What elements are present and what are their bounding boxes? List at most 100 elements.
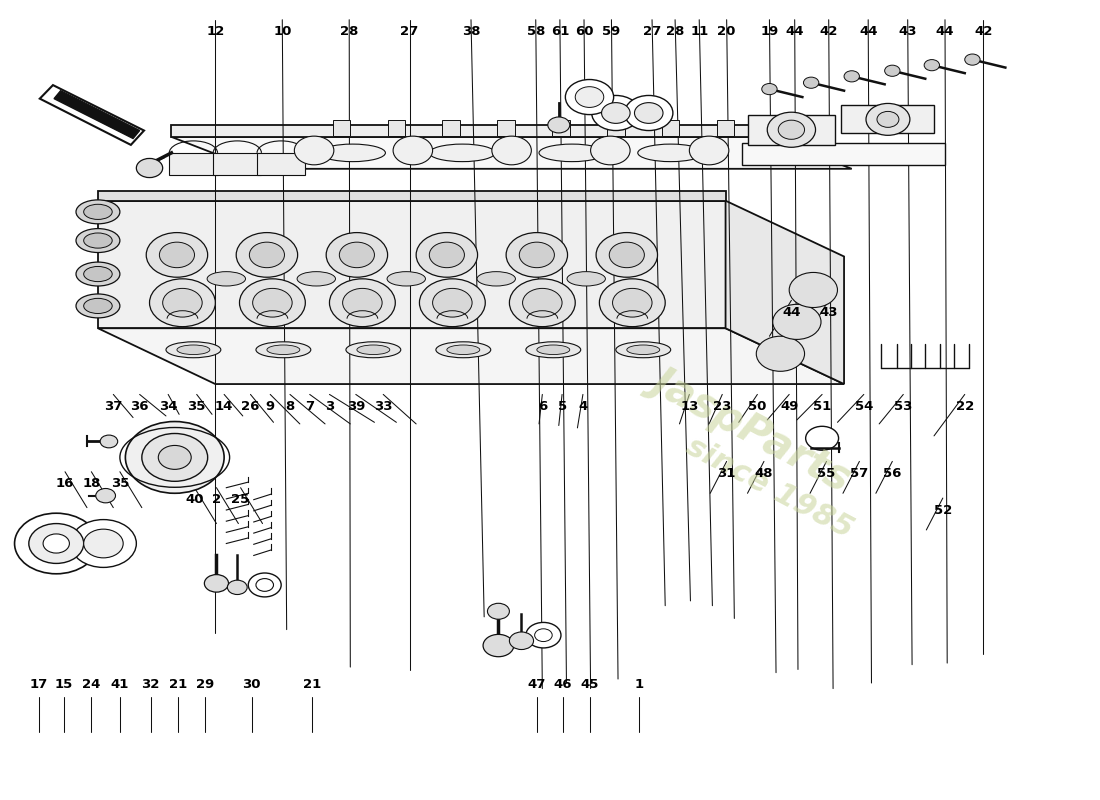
- Text: 38: 38: [462, 25, 481, 38]
- Text: 60: 60: [575, 25, 593, 38]
- Text: 39: 39: [346, 400, 365, 413]
- Circle shape: [609, 242, 645, 268]
- Text: 23: 23: [713, 400, 732, 413]
- Ellipse shape: [297, 272, 336, 286]
- Circle shape: [600, 279, 666, 326]
- Circle shape: [526, 622, 561, 648]
- Text: 32: 32: [142, 678, 160, 691]
- Circle shape: [884, 65, 900, 76]
- Circle shape: [256, 578, 274, 591]
- Ellipse shape: [84, 298, 112, 314]
- Circle shape: [690, 136, 729, 165]
- Text: 9: 9: [265, 400, 275, 413]
- Ellipse shape: [84, 266, 112, 282]
- Text: 61: 61: [551, 25, 569, 38]
- Polygon shape: [98, 328, 844, 384]
- Polygon shape: [98, 191, 726, 201]
- Bar: [213, 153, 262, 175]
- Circle shape: [565, 79, 614, 114]
- Text: 41: 41: [111, 678, 129, 691]
- Text: 5: 5: [558, 400, 566, 413]
- Circle shape: [778, 120, 804, 139]
- Text: 37: 37: [104, 400, 122, 413]
- Polygon shape: [40, 85, 144, 145]
- Circle shape: [602, 102, 630, 123]
- Ellipse shape: [627, 345, 660, 354]
- Circle shape: [877, 111, 899, 127]
- Circle shape: [522, 288, 562, 317]
- Circle shape: [483, 634, 514, 657]
- Circle shape: [509, 632, 534, 650]
- Ellipse shape: [267, 345, 300, 354]
- Text: 54: 54: [855, 400, 873, 413]
- Ellipse shape: [447, 345, 480, 354]
- Text: 21: 21: [169, 678, 187, 691]
- Circle shape: [535, 629, 552, 642]
- Ellipse shape: [76, 200, 120, 224]
- Text: 24: 24: [82, 678, 100, 691]
- Ellipse shape: [76, 294, 120, 318]
- Ellipse shape: [356, 345, 389, 354]
- Text: JaspParts: JaspParts: [647, 358, 859, 498]
- Circle shape: [158, 446, 191, 470]
- Text: 43: 43: [899, 25, 917, 38]
- Text: 57: 57: [850, 467, 869, 480]
- Text: 52: 52: [934, 503, 952, 517]
- Text: 14: 14: [214, 400, 233, 413]
- Ellipse shape: [166, 342, 221, 358]
- Text: 30: 30: [242, 678, 261, 691]
- Text: 33: 33: [374, 400, 393, 413]
- Circle shape: [342, 288, 382, 317]
- Circle shape: [965, 54, 980, 65]
- Circle shape: [789, 273, 837, 307]
- Circle shape: [635, 102, 663, 123]
- Ellipse shape: [477, 272, 516, 286]
- Text: 7: 7: [305, 400, 315, 413]
- Circle shape: [249, 573, 282, 597]
- Text: 45: 45: [581, 678, 598, 691]
- Polygon shape: [98, 201, 726, 328]
- Ellipse shape: [76, 262, 120, 286]
- Circle shape: [757, 336, 804, 371]
- Circle shape: [625, 95, 673, 130]
- Circle shape: [432, 288, 472, 317]
- Ellipse shape: [387, 272, 426, 286]
- Circle shape: [419, 279, 485, 326]
- Text: 25: 25: [231, 493, 250, 506]
- Circle shape: [205, 574, 229, 592]
- Circle shape: [924, 59, 939, 70]
- Text: 34: 34: [158, 400, 177, 413]
- Ellipse shape: [256, 342, 311, 358]
- Text: 44: 44: [859, 25, 878, 38]
- Circle shape: [509, 279, 575, 326]
- Text: 31: 31: [717, 467, 736, 480]
- Circle shape: [327, 233, 387, 278]
- Ellipse shape: [320, 144, 385, 162]
- Polygon shape: [840, 105, 934, 133]
- Bar: [257, 153, 306, 175]
- Circle shape: [330, 279, 395, 326]
- Circle shape: [596, 233, 658, 278]
- Ellipse shape: [429, 144, 495, 162]
- Bar: [662, 120, 680, 136]
- Circle shape: [43, 534, 69, 553]
- Circle shape: [613, 288, 652, 317]
- Circle shape: [772, 304, 821, 339]
- Circle shape: [163, 288, 202, 317]
- Text: 42: 42: [975, 25, 992, 38]
- Text: 1: 1: [635, 678, 643, 691]
- Circle shape: [250, 242, 285, 268]
- Circle shape: [429, 242, 464, 268]
- Text: 50: 50: [748, 400, 767, 413]
- Circle shape: [487, 603, 509, 619]
- Text: 56: 56: [883, 467, 902, 480]
- Text: 59: 59: [603, 25, 620, 38]
- Text: 11: 11: [690, 25, 708, 38]
- Ellipse shape: [537, 345, 570, 354]
- Bar: [552, 120, 570, 136]
- Text: 35: 35: [187, 400, 206, 413]
- Text: 43: 43: [820, 306, 838, 319]
- Ellipse shape: [638, 144, 704, 162]
- Text: 51: 51: [813, 400, 832, 413]
- Circle shape: [803, 77, 818, 88]
